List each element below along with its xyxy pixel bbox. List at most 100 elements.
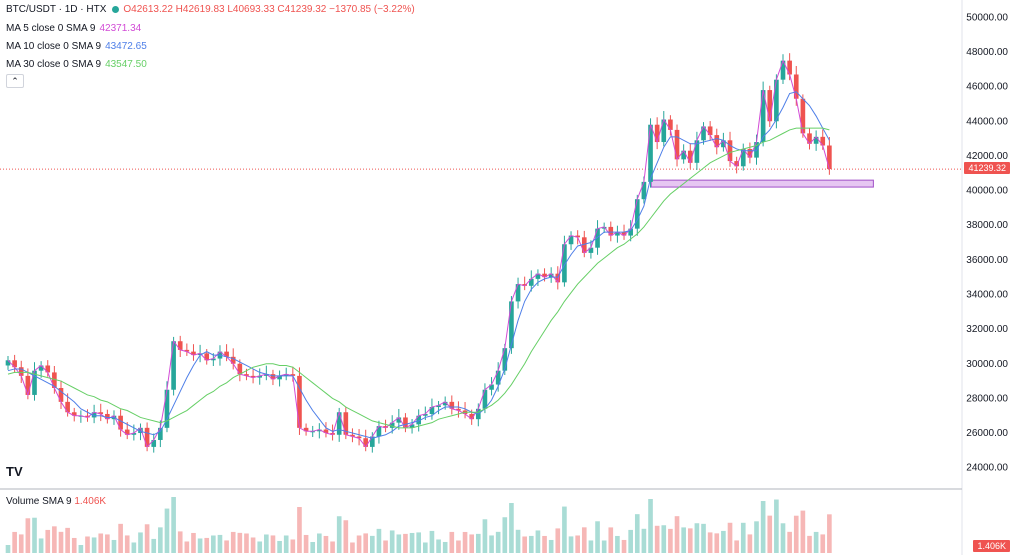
volume-bar: [211, 535, 216, 553]
tradingview-logo[interactable]: TV: [6, 464, 23, 479]
ma10-line: [7, 91, 830, 439]
volume-bar: [495, 531, 501, 553]
candle-body: [787, 60, 792, 75]
volume-bar: [171, 497, 176, 553]
volume-bar: [191, 532, 196, 553]
volume-bar: [237, 532, 243, 553]
candle-body: [502, 348, 508, 371]
volume-bar: [5, 545, 11, 553]
candle-body: [383, 426, 388, 428]
candle-body: [91, 412, 97, 418]
candle-body: [422, 413, 428, 416]
candle-body: [581, 237, 587, 253]
ma30-legend[interactable]: MA 30 close 0 SMA 9 43547.50: [6, 59, 151, 70]
candle-body: [118, 415, 123, 430]
candle-body: [608, 226, 614, 236]
candle-body: [191, 351, 196, 356]
candle-body: [65, 401, 70, 413]
volume-bar: [290, 539, 296, 553]
candle-body: [429, 407, 435, 414]
volume-bar: [555, 528, 561, 553]
candle-body: [409, 424, 415, 428]
volume-bar: [515, 529, 521, 553]
candle-body: [151, 439, 157, 447]
candle-body: [396, 417, 402, 423]
candle-body: [85, 415, 90, 418]
candle-body: [436, 405, 441, 408]
candle-body: [317, 429, 322, 432]
candle-body: [25, 375, 31, 395]
volume-bar: [694, 523, 700, 553]
y-tick-label: 50000.00: [966, 12, 1008, 23]
volume-bar: [277, 540, 282, 553]
candle-body: [204, 353, 210, 361]
candle-body: [687, 150, 693, 163]
candle-body: [416, 415, 422, 425]
y-tick-label: 40000.00: [966, 186, 1008, 197]
candle-body: [509, 301, 514, 349]
volume-bar: [283, 535, 289, 553]
volume-bar: [548, 539, 554, 553]
volume-bar: [628, 529, 633, 553]
y-tick-label: 24000.00: [966, 463, 1008, 474]
volume-bar: [363, 533, 369, 553]
ma5-value: 42371.34: [99, 23, 142, 34]
volume-bar: [654, 525, 660, 553]
ma5-legend[interactable]: MA 5 close 0 SMA 9 42371.34: [6, 23, 145, 34]
candle-body: [668, 119, 673, 130]
candle-body: [18, 367, 24, 376]
candle-body: [52, 372, 57, 388]
volume-bar: [780, 523, 786, 553]
volume-bar: [85, 536, 90, 553]
volume-bar: [310, 542, 316, 553]
ma30-line: [7, 127, 830, 429]
volume-bar: [383, 540, 388, 553]
volume-bar: [820, 534, 826, 553]
volume-bar: [124, 535, 130, 553]
candle-body: [456, 408, 461, 411]
volume-bar: [727, 522, 733, 553]
volume-bar: [376, 528, 382, 553]
candle-body: [528, 278, 534, 286]
candle-body: [303, 427, 309, 432]
candle-body: [38, 365, 44, 371]
volume-legend[interactable]: Volume SMA 9 1.406K: [6, 496, 106, 507]
candle-body: [290, 374, 296, 376]
volume-bar: [403, 533, 408, 553]
candle-body: [654, 124, 660, 143]
volume-bar: [767, 515, 773, 553]
volume-bar: [45, 529, 51, 553]
candle-body: [5, 360, 11, 366]
volume-bar: [754, 521, 759, 553]
y-tick-label: 36000.00: [966, 255, 1008, 266]
volume-value: 1.406K: [74, 496, 107, 507]
volume-label: Volume SMA 9: [6, 496, 72, 507]
volume-bar: [204, 537, 210, 553]
candle-body: [370, 436, 375, 447]
volume-bar: [542, 535, 547, 553]
volume-bar: [118, 523, 123, 553]
symbol-title[interactable]: BTC/USDT · 1D · HTX: [6, 4, 107, 15]
candle-body: [522, 284, 527, 286]
candle-body: [124, 429, 130, 435]
legend-collapse-button[interactable]: ⌃: [6, 74, 24, 88]
volume-bar: [158, 527, 163, 553]
volume-bar: [634, 514, 640, 553]
volume-bar: [422, 542, 428, 553]
candle-body: [714, 135, 720, 148]
candle-body: [389, 422, 395, 428]
volume-bar: [297, 507, 302, 553]
candle-body: [58, 388, 64, 402]
volume-bar: [674, 516, 680, 553]
volume-bar: [588, 540, 594, 553]
candle-body: [701, 126, 706, 141]
candle-body: [588, 247, 594, 253]
ma10-legend[interactable]: MA 10 close 0 SMA 9 43472.65: [6, 41, 151, 52]
candle-body: [601, 226, 607, 229]
volume-bar: [442, 541, 448, 553]
candle-body: [250, 375, 256, 378]
candle-body: [555, 273, 561, 283]
ma10-value: 43472.65: [105, 41, 147, 52]
candle-body: [747, 148, 753, 158]
